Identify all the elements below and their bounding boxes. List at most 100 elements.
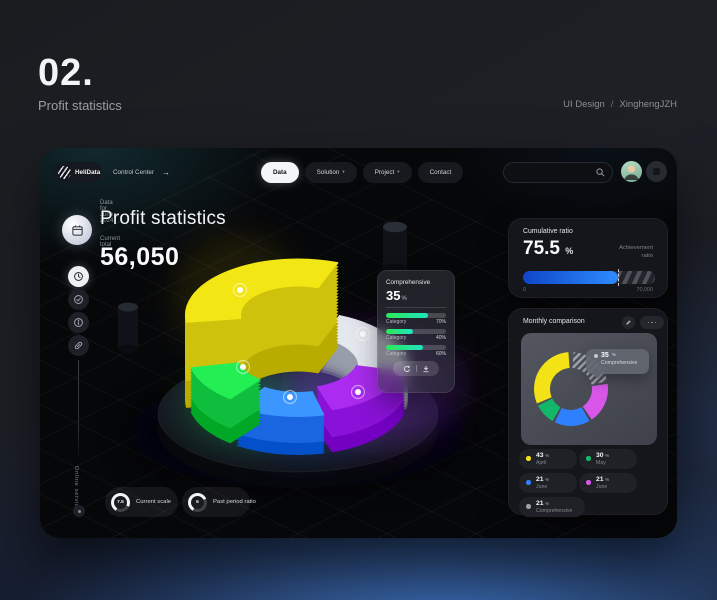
- avatar[interactable]: [621, 161, 642, 182]
- chevron-down-icon: ▾: [342, 169, 345, 175]
- achievement-ratio-label: Achievement ratio: [618, 245, 653, 259]
- current-scale-label: Current scale: [136, 499, 172, 505]
- calendar-icon: [71, 224, 83, 236]
- control-center-link[interactable]: Control Center →: [113, 162, 170, 183]
- monthly-comparison-panel: Monthly comparison 35 % Comprehensive: [508, 308, 668, 517]
- progress-track: [386, 313, 446, 318]
- monthly-tooltip: 35 % Comprehensive: [586, 349, 649, 374]
- progress-fill: [386, 329, 413, 334]
- category-label: Category: [386, 319, 407, 325]
- legend-item-june-pink[interactable]: 21% June: [579, 473, 637, 493]
- legend-label: May: [596, 459, 606, 466]
- rail-button-link[interactable]: [68, 335, 89, 356]
- control-center-label: Control Center: [113, 169, 154, 176]
- legend-item-june-blue[interactable]: 21% June: [519, 473, 577, 493]
- monthly-title: Monthly comparison: [523, 318, 585, 325]
- more-button[interactable]: [640, 316, 664, 329]
- link-icon: [74, 341, 83, 350]
- nav-tab-solution[interactable]: Solution ▾: [304, 162, 357, 183]
- main-nav: Data Solution ▾ Project ▾ Contact: [261, 162, 464, 183]
- legend-item-may[interactable]: 30% May: [579, 449, 637, 469]
- past-period-ratio-label: Past period ratio: [213, 499, 256, 505]
- tooltip-value-unit: %: [401, 296, 407, 302]
- search-bar[interactable]: [503, 162, 613, 183]
- rail-button-clock[interactable]: [68, 266, 89, 287]
- legend-dot: [586, 480, 591, 485]
- nav-label: Data: [273, 169, 287, 176]
- dot-icon: [77, 509, 81, 513]
- category-row: Category 40%: [386, 329, 446, 341]
- progress-remainder-hatch: [618, 271, 655, 284]
- progress-fill: [523, 271, 619, 284]
- gauge-ring-icon: 6: [188, 492, 207, 512]
- brand-logo[interactable]: HeliData: [53, 162, 102, 183]
- progress-tick: [618, 269, 620, 286]
- credits: UI Design / XinghengJZH: [563, 99, 677, 110]
- scale-max: 70,000: [636, 287, 654, 293]
- cumulative-value: 75.5 %: [523, 238, 573, 260]
- category-row: Category 70%: [386, 313, 446, 325]
- gauge-ring-icon: 7.5: [111, 492, 130, 512]
- page-index: 02.: [38, 52, 94, 94]
- cumulative-value-unit: %: [565, 246, 574, 256]
- clock-icon: [74, 272, 83, 281]
- search-icon[interactable]: [596, 168, 605, 177]
- monthly-tooltip-unit: %: [611, 353, 617, 358]
- rail-button-info[interactable]: [68, 312, 89, 333]
- refresh-icon[interactable]: [403, 365, 411, 373]
- category-row: Category 60%: [386, 345, 446, 357]
- edit-button[interactable]: [622, 316, 635, 329]
- dots-icon: [647, 321, 650, 324]
- comprehensive-tooltip-panel: Comprehensive 35% Category 70% Category 40…: [377, 270, 455, 393]
- monthly-tooltip-label: Comprehensive: [601, 360, 638, 366]
- cumulative-progress-bar[interactable]: [523, 269, 655, 286]
- legend-item-comprehensive[interactable]: 21% Comprehensive: [519, 497, 585, 517]
- nav-label: Solution: [316, 169, 340, 176]
- gauge-value: 6: [191, 495, 204, 509]
- period-label: Data for June 2024: [100, 200, 114, 224]
- legend-dot: [526, 480, 531, 485]
- page-title: Profit statistics: [100, 208, 226, 229]
- divider: [386, 307, 446, 308]
- progress-track: [386, 345, 446, 350]
- legend-label: June: [596, 483, 608, 490]
- info-circle-icon: [74, 318, 83, 327]
- rail-button-check[interactable]: [68, 289, 89, 310]
- gauge-value: 7.5: [114, 495, 127, 509]
- nav-tab-data[interactable]: Data: [261, 162, 299, 183]
- calendar-button[interactable]: [62, 215, 92, 245]
- menu-button[interactable]: [646, 161, 667, 182]
- tooltip-value-number: 35: [386, 288, 401, 303]
- legend-label: Comprehensive: [536, 507, 573, 514]
- monthly-donut-chart: [534, 352, 608, 426]
- check-circle-icon: [74, 295, 83, 304]
- cumulative-title: Cumulative ratio: [523, 228, 573, 235]
- cumulative-ratio-panel: Cumulative ratio 75.5 % Achievement rati…: [508, 218, 668, 298]
- dashboard-window: HeliData Control Center → Data Solution …: [40, 148, 677, 538]
- legend-dot: [526, 504, 531, 509]
- nav-tab-contact[interactable]: Contact: [417, 162, 464, 183]
- tooltip-value: 35%: [386, 288, 446, 303]
- profit-3d-chart: [40, 148, 677, 538]
- credit-right: XinghengJZH: [619, 99, 677, 110]
- category-value: 60%: [435, 351, 446, 357]
- download-icon[interactable]: [422, 365, 430, 373]
- credit-left: UI Design: [563, 99, 605, 110]
- scale-labels: 0 70,000: [523, 287, 653, 293]
- credit-separator: /: [610, 99, 614, 110]
- search-input[interactable]: [511, 169, 596, 176]
- brand-stripes-icon: [58, 166, 71, 179]
- progress-fill: [386, 345, 424, 350]
- cumulative-value-number: 75.5: [523, 238, 560, 259]
- progress-track: [386, 329, 446, 334]
- nav-tab-project[interactable]: Project ▾: [362, 162, 412, 183]
- category-label: Category: [386, 335, 407, 341]
- current-scale-button[interactable]: 7.5 Current scale: [105, 487, 178, 517]
- legend-label: June: [536, 483, 548, 490]
- category-value: 40%: [435, 335, 446, 341]
- past-period-ratio-button[interactable]: 6 Past period ratio: [182, 487, 256, 517]
- online-service-label: Online service: [73, 466, 79, 512]
- rail-end-button[interactable]: [73, 505, 85, 517]
- legend-item-april[interactable]: 43% April: [519, 449, 577, 469]
